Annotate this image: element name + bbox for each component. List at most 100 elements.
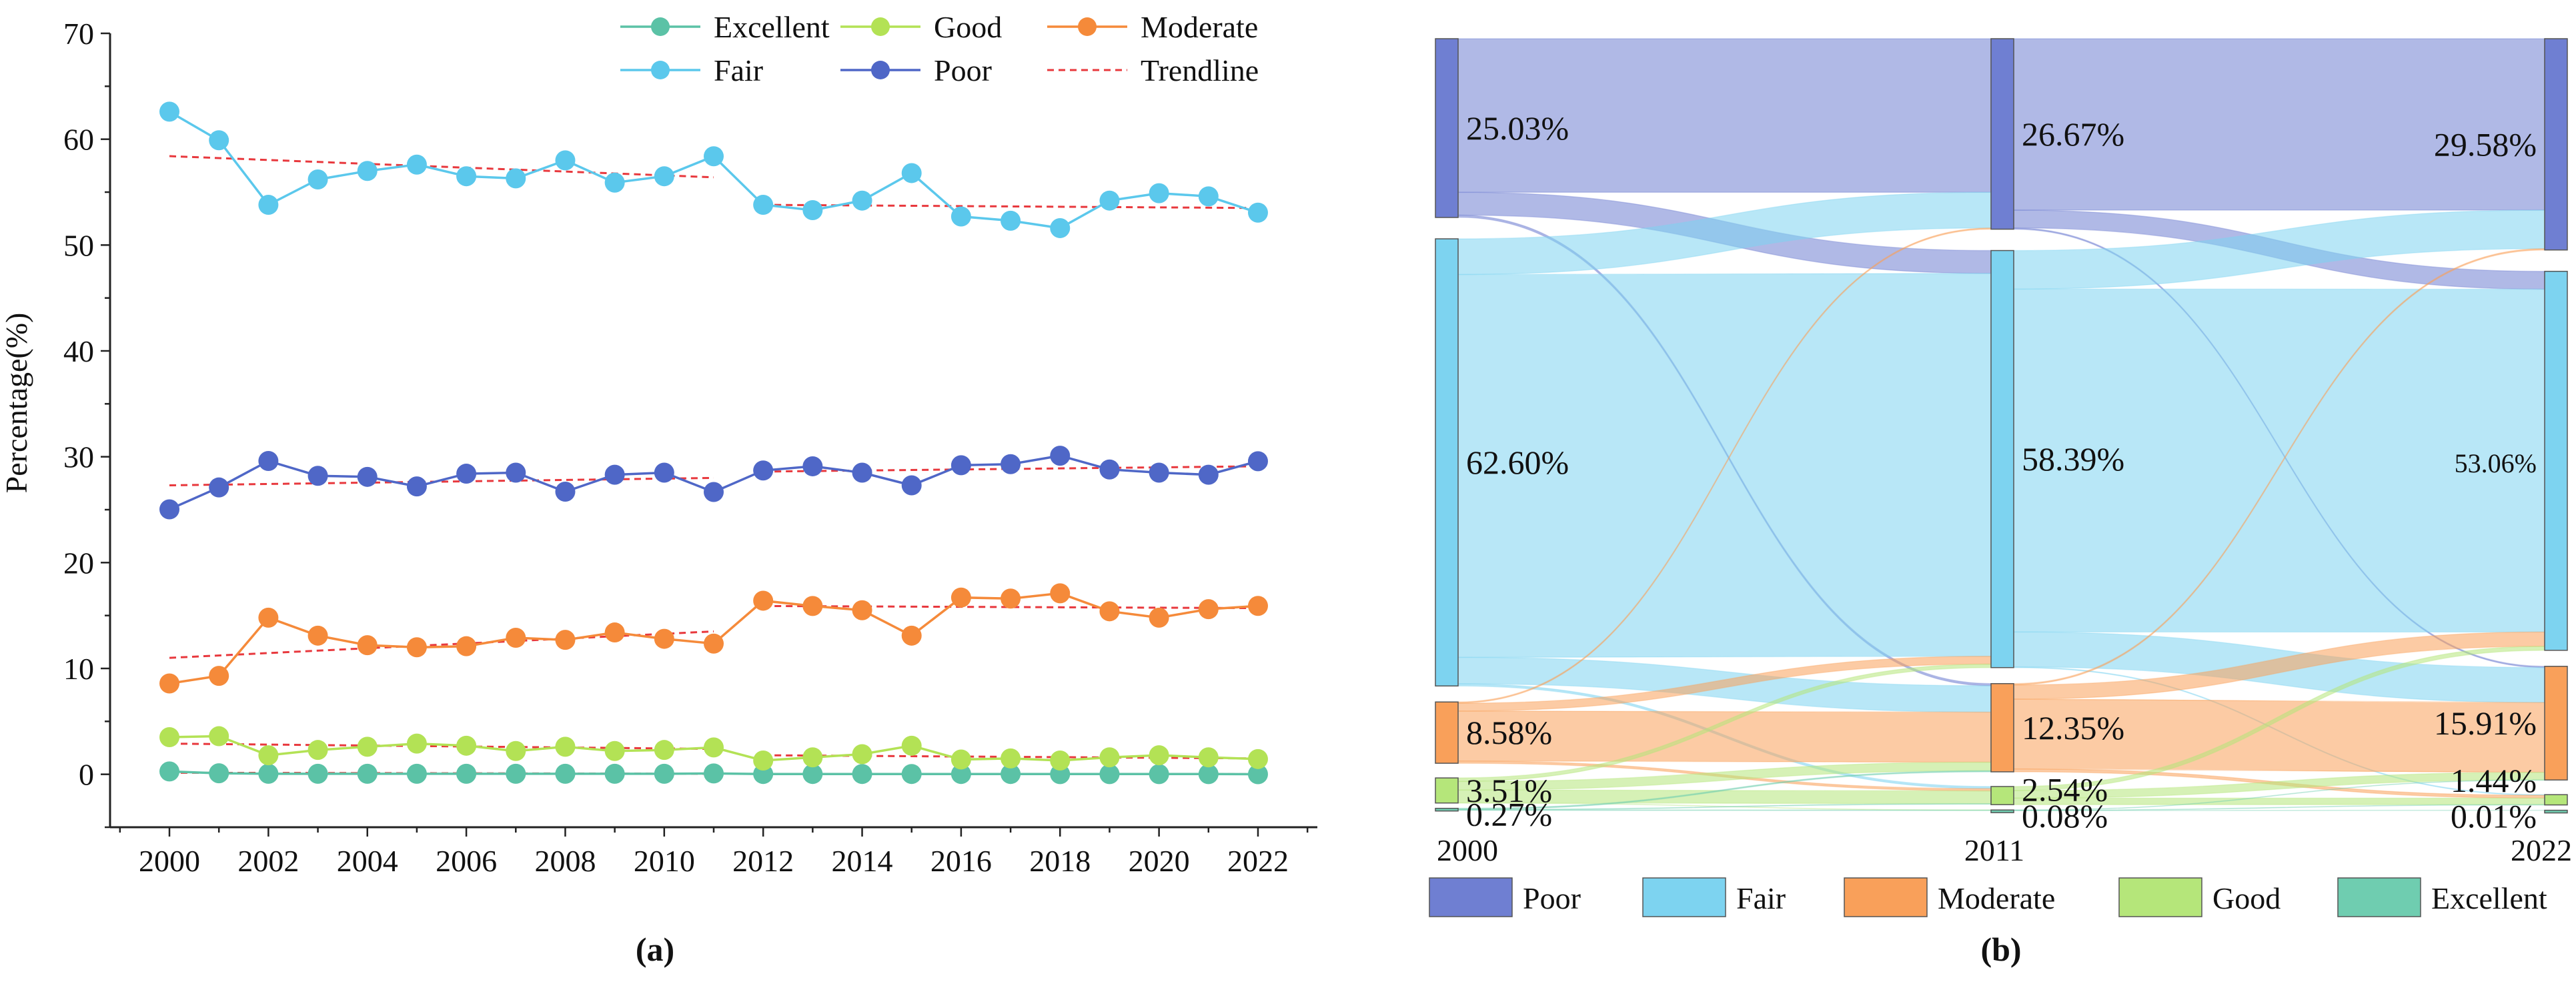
y-tick-label: 10 xyxy=(63,652,94,686)
x-tick-label: 2020 xyxy=(1129,844,1190,878)
data-point-moderate xyxy=(950,587,971,608)
data-point-good xyxy=(1099,747,1120,768)
legend-label-poor: Poor xyxy=(934,53,992,87)
data-point-moderate xyxy=(704,633,724,654)
legend-label-trendline: Trendline xyxy=(1141,53,1259,87)
data-point-good xyxy=(802,747,823,768)
data-point-excellent xyxy=(654,763,674,784)
node-label-2022-fair: 53.06% xyxy=(2455,448,2537,478)
sankey-labels: 25.03% 62.60% 8.58% 3.51%0.27% 26.67% 58.39% 1… xyxy=(1466,109,2537,835)
data-point-poor xyxy=(704,482,724,502)
data-point-fair xyxy=(1001,210,1021,231)
sankey-legend-item-good: Good xyxy=(2118,877,2281,917)
data-point-fair xyxy=(753,195,774,215)
data-point-excellent xyxy=(950,764,971,785)
y-tick-label: 30 xyxy=(63,440,94,474)
data-point-good xyxy=(901,735,922,756)
data-point-fair xyxy=(1247,202,1268,223)
panel-label-a: (a) xyxy=(636,931,674,968)
node-2011-moderate xyxy=(1990,682,2014,773)
legend-swatch-marker-fair xyxy=(651,61,670,79)
data-point-fair xyxy=(654,166,674,187)
data-point-good xyxy=(307,740,328,761)
node-label-2011-moderate: 12.35% xyxy=(2022,709,2124,747)
data-point-excellent xyxy=(802,764,823,785)
node-2022-excellent xyxy=(2544,809,2568,814)
y-axis-title: Percentage(%) xyxy=(0,313,33,494)
legend-label-moderate: Moderate xyxy=(1141,10,1258,44)
node-2022-moderate xyxy=(2544,666,2568,781)
sankey-flows xyxy=(1457,38,2545,811)
data-point-moderate xyxy=(1050,583,1071,604)
data-point-fair xyxy=(950,206,971,227)
sankey-legend-label-moderate: Moderate xyxy=(1938,881,2055,915)
data-point-fair xyxy=(406,154,427,175)
x-tick-label: 2016 xyxy=(930,844,992,878)
data-point-poor xyxy=(852,462,872,483)
data-point-good xyxy=(456,735,477,756)
data-point-good xyxy=(1247,749,1268,769)
data-point-poor xyxy=(456,464,477,484)
node-2000-moderate xyxy=(1435,701,1459,764)
sankey-legend-swatch-moderate xyxy=(1844,877,1928,917)
series-group xyxy=(159,101,1268,785)
data-point-moderate xyxy=(159,673,180,694)
y-tick-label: 70 xyxy=(63,17,94,51)
data-point-fair xyxy=(209,130,229,151)
data-point-moderate xyxy=(1149,607,1169,628)
sankey-legend-item-fair: Fair xyxy=(1642,877,1786,917)
sankey-stage-labels: 2000 2011 2022 xyxy=(1437,833,2572,867)
series-poor xyxy=(159,446,1268,520)
data-point-moderate xyxy=(307,625,328,646)
data-point-poor xyxy=(1099,459,1120,480)
data-point-fair xyxy=(604,172,625,193)
node-2000-fair xyxy=(1435,238,1459,686)
data-point-poor xyxy=(1247,451,1268,472)
data-point-fair xyxy=(456,166,477,187)
data-point-excellent xyxy=(852,764,872,785)
data-point-moderate xyxy=(406,637,427,658)
data-point-good xyxy=(555,736,576,757)
data-point-good xyxy=(1198,747,1219,768)
sankey-legend-item-poor: Poor xyxy=(1429,877,1581,917)
data-point-poor xyxy=(753,460,774,481)
legend-label-fair: Fair xyxy=(714,53,763,87)
data-point-excellent xyxy=(159,761,180,782)
node-label-2000-excellent: 0.27% xyxy=(1466,796,1552,833)
stage-label-2022: 2022 xyxy=(2511,833,2572,867)
series-moderate xyxy=(159,583,1268,694)
line-chart-legend: Excellent Good Moderate Fair Poor Trendline xyxy=(620,10,1259,87)
data-point-good xyxy=(1001,748,1021,769)
data-point-moderate xyxy=(802,596,823,616)
data-point-good xyxy=(357,736,378,757)
data-point-good xyxy=(852,744,872,765)
data-point-moderate xyxy=(604,622,625,643)
data-point-poor xyxy=(654,462,674,483)
data-point-excellent xyxy=(1247,764,1268,785)
line-chart-panel: 0 10 20 30 40 50 60 70 2000 2002 2004 2006 2008 2010 2… xyxy=(0,10,1317,968)
node-label-2011-good: 2.54% xyxy=(2022,771,2108,809)
data-point-poor xyxy=(209,477,229,498)
data-point-fair xyxy=(357,161,378,181)
data-point-moderate xyxy=(901,625,922,646)
data-point-moderate xyxy=(1099,601,1120,622)
legend-item-good: Good xyxy=(840,10,1002,44)
node-label-2011-fair: 58.39% xyxy=(2022,440,2124,478)
data-point-poor xyxy=(950,455,971,476)
data-point-excellent xyxy=(704,763,724,784)
data-point-fair xyxy=(159,101,180,122)
data-point-moderate xyxy=(1247,596,1268,616)
data-point-fair xyxy=(258,195,279,215)
sankey-legend: Poor Fair Moderate Good Excellent xyxy=(1429,877,2547,917)
data-point-excellent xyxy=(901,764,922,785)
node-label-2011-poor: 26.67% xyxy=(2022,115,2124,153)
data-point-moderate xyxy=(357,635,378,656)
node-label-2000-poor: 25.03% xyxy=(1466,109,1569,147)
node-2022-poor xyxy=(2544,38,2568,251)
legend-item-fair: Fair xyxy=(620,53,763,87)
sankey-panel: 25.03% 62.60% 8.58% 3.51%0.27% 26.67% 58.39% 1… xyxy=(1429,38,2572,968)
data-point-poor xyxy=(1050,446,1071,466)
sankey-legend-label-good: Good xyxy=(2212,881,2281,915)
data-point-excellent xyxy=(258,763,279,784)
data-point-good xyxy=(406,733,427,754)
